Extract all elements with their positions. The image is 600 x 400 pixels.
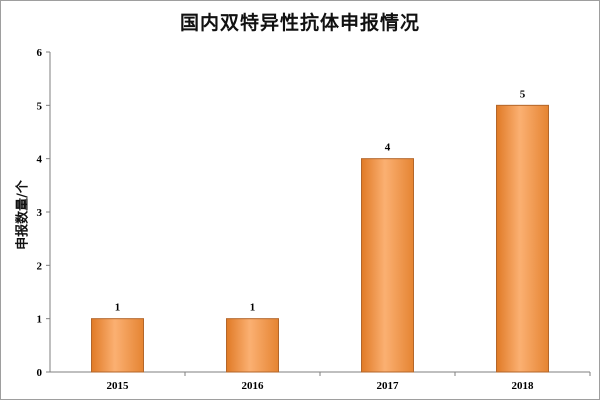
bar (91, 318, 144, 373)
data-label: 1 (115, 302, 121, 314)
data-label: 5 (520, 88, 526, 100)
x-tick-label: 2015 (107, 380, 130, 392)
y-tick-label: 4 (37, 154, 43, 166)
x-tick-label: 2018 (512, 380, 535, 392)
data-label: 1 (250, 302, 256, 314)
y-ticks: 0 1 2 3 4 5 6 (37, 47, 50, 379)
bars (91, 104, 549, 373)
data-labels: 1 1 4 5 (115, 88, 526, 313)
bar (496, 104, 549, 373)
bar (361, 158, 414, 373)
y-tick-label: 1 (37, 314, 43, 326)
chart-title: 国内双特异性抗体申报情况 (179, 12, 420, 34)
bar (226, 318, 279, 373)
x-tick-label: 2016 (242, 380, 265, 392)
data-label: 4 (385, 142, 391, 154)
y-tick-label: 5 (37, 100, 43, 112)
y-tick-label: 6 (37, 47, 43, 59)
y-tick-label: 3 (37, 207, 43, 219)
x-ticks: 2015 2016 2017 2018 (107, 372, 591, 392)
y-tick-label: 0 (37, 367, 43, 379)
x-tick-label: 2017 (377, 380, 400, 392)
y-tick-label: 2 (37, 260, 43, 272)
